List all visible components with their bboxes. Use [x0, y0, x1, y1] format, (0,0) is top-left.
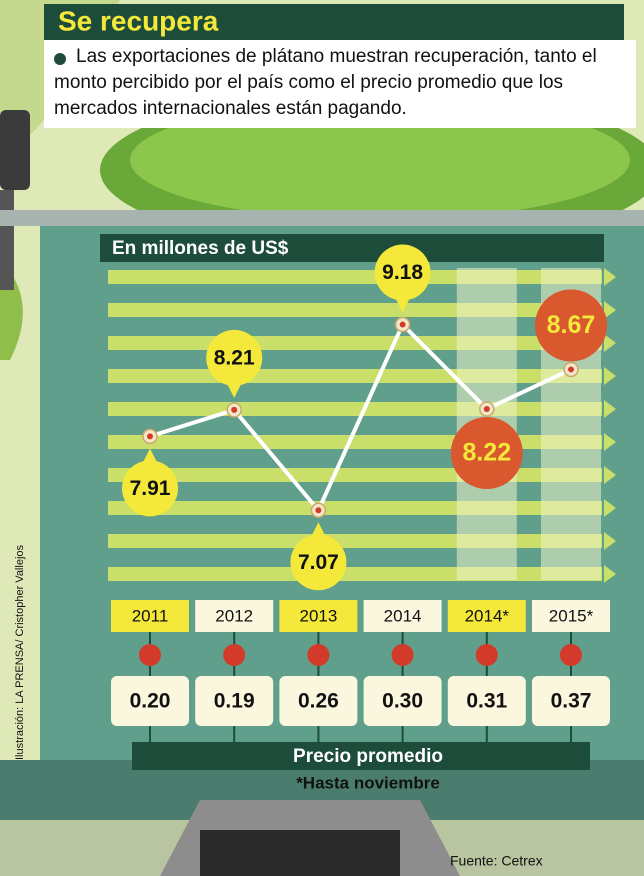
chart-title: Se recupera [58, 5, 219, 36]
stripe-arrow [604, 532, 616, 550]
label-pointer [310, 522, 327, 539]
data-label: 8.22 [462, 439, 511, 467]
point-center [231, 406, 238, 413]
price-box [111, 676, 189, 726]
label-pointer [226, 381, 243, 398]
x-tick-label: 2015* [549, 606, 594, 625]
data-label: 7.91 [130, 477, 171, 500]
price-box [195, 676, 274, 726]
label-bubble [374, 244, 431, 301]
note: *Hasta noviembre [296, 773, 440, 792]
stripe-arrow [604, 466, 616, 484]
subtitle-wrap: Las exportaciones de plátano muestran re… [54, 46, 597, 119]
label-pointer [394, 296, 411, 313]
category-box [447, 600, 526, 632]
x-tick-label: 2014 [384, 606, 422, 625]
category-box [195, 600, 274, 632]
price-value: 0.31 [466, 690, 507, 713]
stripe [108, 402, 602, 416]
stripe [108, 369, 602, 383]
label-bubble [450, 417, 523, 490]
stripe [108, 336, 602, 350]
label-bubble [535, 289, 607, 362]
subtitle-box [44, 40, 636, 128]
point-center [147, 433, 153, 440]
label-bubble [206, 329, 263, 386]
price-bar [132, 742, 590, 770]
unit-bar [100, 234, 604, 262]
stripe-arrow [604, 268, 616, 286]
price-dot [560, 644, 582, 666]
price-dot [223, 644, 246, 666]
bananas [130, 100, 630, 220]
point-center [483, 406, 490, 413]
category-box [363, 600, 442, 632]
price-dot [139, 644, 161, 666]
price-box [279, 676, 358, 726]
data-label: 8.67 [547, 311, 596, 339]
subtitle: Las exportaciones de plátano muestran re… [54, 46, 597, 119]
x-tick-label: 2011 [132, 606, 169, 625]
x-tick-label: 2013 [299, 606, 337, 625]
price-value: 0.37 [551, 690, 592, 713]
price-box [363, 676, 442, 726]
mirror [0, 110, 30, 190]
stripe-arrow [604, 565, 616, 583]
price-value: 0.20 [130, 690, 171, 713]
credit: Ilustración: LA PRENSA/ Cristopher Valle… [14, 545, 26, 760]
stripe [108, 303, 602, 317]
point-center [568, 366, 574, 373]
source: Fuente: Cetrex [450, 853, 543, 869]
stripe [108, 534, 602, 548]
category-box [279, 600, 358, 632]
wheel [200, 830, 400, 876]
label-bubble [290, 534, 347, 591]
stripe-arrow [604, 367, 616, 385]
price-dot [475, 644, 498, 666]
price-value: 0.26 [298, 690, 339, 713]
label-bubble [122, 460, 178, 517]
category-box [111, 600, 189, 632]
stripe [108, 567, 602, 581]
stripe [108, 270, 602, 284]
stripe [108, 435, 602, 449]
point-center [315, 507, 322, 514]
label-pointer [142, 448, 158, 465]
data-label: 7.07 [298, 551, 339, 574]
stripe-arrow [604, 301, 616, 319]
stripe [108, 468, 602, 482]
category-box [532, 600, 610, 632]
stripe-arrow [604, 499, 616, 517]
data-label: 9.18 [382, 261, 423, 284]
stripe-arrow [604, 334, 616, 352]
data-label: 8.21 [214, 346, 255, 369]
price-dot [307, 644, 330, 666]
title-bar [44, 4, 624, 40]
price-dot [391, 644, 414, 666]
line [149, 321, 572, 514]
price-title: Precio promedio [293, 746, 443, 767]
stripe-arrow [604, 433, 616, 451]
x-tick-label: 2014* [465, 606, 510, 625]
x-tick-label: 2012 [215, 606, 253, 625]
truck-rail [0, 210, 644, 226]
mirror-arm [0, 190, 14, 290]
price-box [532, 676, 610, 726]
price-value: 0.19 [214, 690, 255, 713]
y-axis-label: En millones de US$ [112, 238, 289, 259]
bullet [54, 53, 66, 65]
stripe-arrow [604, 400, 616, 418]
price-value: 0.30 [382, 690, 423, 713]
point-center [399, 321, 406, 328]
stripe [108, 501, 602, 515]
price-box [447, 676, 526, 726]
